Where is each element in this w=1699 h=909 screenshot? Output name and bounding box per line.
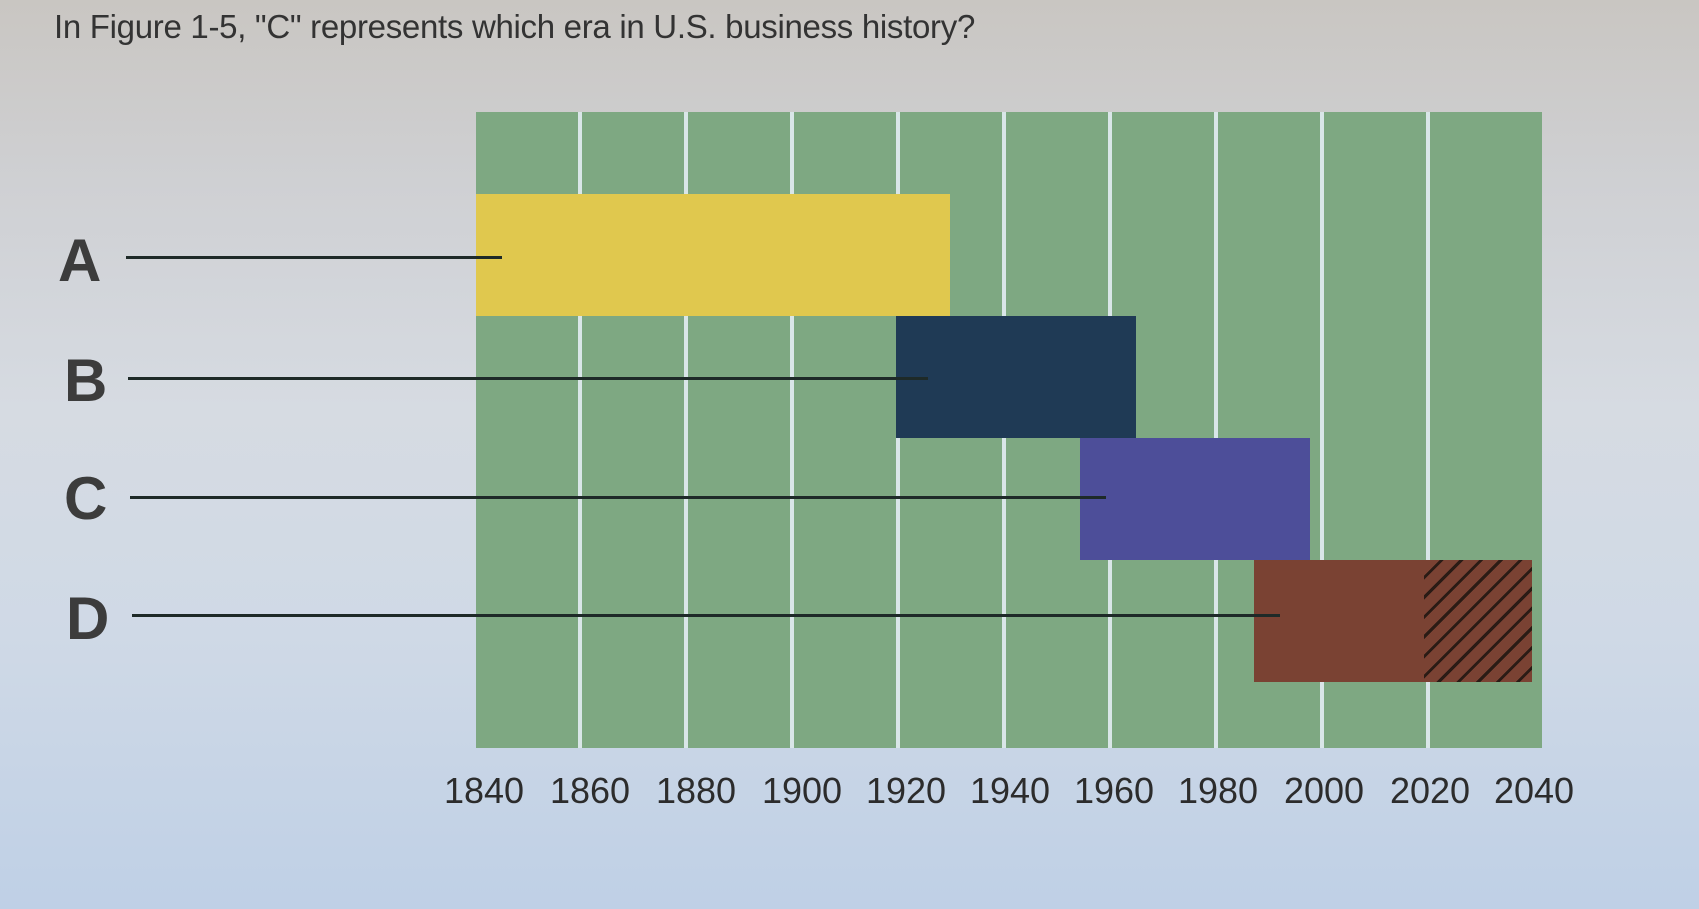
tick: 1880: [655, 770, 737, 811]
leader-c: [130, 496, 1106, 499]
leader-b: [128, 377, 928, 380]
tick: 1940: [969, 770, 1051, 811]
grid-line: [684, 112, 688, 748]
tick: 1840: [443, 770, 525, 811]
grid-line: [578, 112, 582, 748]
bar-a: [476, 194, 950, 316]
x-axis: 1840 1860 1880 1900 1920 1940 1960 1980 …: [440, 770, 1574, 811]
leader-d: [132, 614, 1280, 617]
hatched-region: [1424, 560, 1532, 682]
tick: 1900: [761, 770, 843, 811]
grid-line: [1320, 112, 1324, 748]
label-d: D: [66, 585, 110, 652]
leader-a: [126, 256, 502, 259]
bar-d: [1254, 560, 1532, 682]
bar-c: [1080, 438, 1310, 560]
grid-line: [790, 112, 794, 748]
label-a: A: [58, 227, 102, 294]
bar-b: [896, 316, 1136, 438]
tick: 1960: [1073, 770, 1155, 811]
tick: 1920: [865, 770, 947, 811]
question-text: In Figure 1-5, "C" represents which era …: [54, 8, 976, 45]
timeline-chart: [476, 112, 1542, 748]
tick: 2020: [1389, 770, 1471, 811]
label-b: B: [64, 347, 108, 414]
label-c: C: [64, 465, 108, 532]
grid-line: [1426, 112, 1430, 748]
tick: 1860: [549, 770, 631, 811]
tick: 1980: [1177, 770, 1259, 811]
tick: 2000: [1283, 770, 1365, 811]
grid-line: [1214, 112, 1218, 748]
tick: 2040: [1493, 770, 1575, 811]
